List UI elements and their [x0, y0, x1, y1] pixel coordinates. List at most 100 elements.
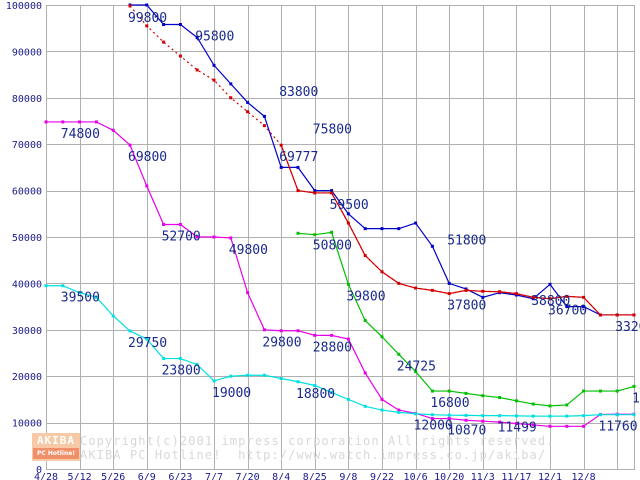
series-marker-blue [195, 35, 199, 39]
data-value-label: 51800 [447, 234, 486, 249]
series-marker-blue [229, 82, 233, 86]
series-marker-red [548, 297, 552, 301]
series-marker-red [598, 313, 602, 317]
data-value-label: 83800 [279, 85, 318, 100]
series-marker-blue [565, 305, 569, 309]
data-value-label: 29800 [262, 336, 301, 351]
series-marker-magenta [78, 120, 82, 124]
data-value-label: 16800 [430, 396, 469, 411]
series-marker-green [548, 404, 552, 408]
series-marker-red [514, 292, 518, 296]
series-marker-red [279, 143, 283, 147]
x-tick-label: 12/1 [538, 472, 562, 480]
series-marker-cyan [565, 414, 569, 418]
series-marker-blue [279, 165, 283, 169]
series-marker-cyan [44, 284, 48, 288]
series-marker-magenta [195, 235, 199, 239]
x-axis-tick-labels: 4/28 5/12 5/26 6/9 6/23 7/7 7/20 8/4 8/25 9/8 9/22… [34, 472, 596, 480]
data-value-label: 99800 [128, 11, 167, 26]
series-marker-green [346, 282, 350, 286]
series-marker-red [178, 54, 182, 58]
series-marker-magenta [246, 291, 250, 295]
akiba-pc-hotline-logo: AKIBA PC Hotline! [32, 433, 80, 461]
series-marker-magenta [380, 397, 384, 401]
series-marker-cyan [514, 414, 518, 418]
series-marker-magenta [498, 420, 502, 424]
data-value-label: 23800 [162, 364, 201, 379]
series-marker-magenta [94, 120, 98, 124]
series-marker-blue [246, 100, 250, 104]
series-marker-cyan [414, 412, 418, 416]
data-value-label: 50800 [313, 238, 352, 253]
series-marker-cyan [430, 413, 434, 417]
y-tick-label: 30000 [12, 326, 42, 337]
data-value-label: 11760 [598, 419, 637, 434]
y-tick-label: 20000 [12, 372, 42, 383]
series-marker-cyan [313, 383, 317, 387]
series-marker-green [313, 233, 317, 237]
series-marker-magenta [296, 329, 300, 333]
data-value-label: 38800 [531, 294, 570, 309]
series-line-red-solid [280, 145, 634, 316]
series-marker-green [397, 352, 401, 356]
x-tick-label: 7/7 [205, 472, 223, 480]
series-marker-red [363, 254, 367, 258]
data-value-label: 24725 [397, 359, 436, 374]
series-marker-red [145, 24, 149, 28]
x-tick-label: 6/23 [168, 472, 192, 480]
copyright-watermark-line-1: Copyright(c)2001 impress corporation All… [80, 434, 555, 448]
series-marker-green [380, 335, 384, 339]
data-value-label: 19000 [212, 386, 251, 401]
series-marker-cyan [296, 380, 300, 384]
series-marker-magenta [464, 418, 468, 422]
series-marker-cyan [145, 337, 149, 341]
series-marker-magenta [565, 424, 569, 428]
series-marker-cyan [162, 357, 166, 361]
series-marker-red [128, 4, 132, 8]
series-marker-magenta [430, 417, 434, 421]
y-tick-label: 90000 [12, 47, 42, 58]
series-marker-green [481, 394, 485, 398]
data-value-label: 28800 [313, 340, 352, 355]
x-tick-label: 4/28 [34, 472, 58, 480]
series-marker-cyan [582, 414, 586, 418]
series-marker-magenta [531, 423, 535, 427]
series-marker-green [632, 384, 636, 388]
series-marker-red [531, 295, 535, 299]
data-value-label: 75800 [313, 122, 352, 137]
y-tick-label: 80000 [12, 94, 42, 105]
data-value-label: 10870 [447, 424, 486, 439]
series-marker-blue [313, 189, 317, 193]
series-marker-green [414, 370, 418, 374]
series-marker-red [330, 191, 334, 195]
series-marker-red [430, 288, 434, 292]
series-marker-magenta [128, 143, 132, 147]
series-marker-magenta [363, 371, 367, 375]
y-tick-label: 100000 [6, 1, 42, 12]
series-marker-magenta [346, 337, 350, 341]
series-marker-red [498, 290, 502, 294]
series-marker-blue [481, 295, 485, 299]
data-series-group [44, 3, 636, 428]
x-tick-label: 8/4 [272, 472, 290, 480]
x-tick-label: 10/6 [404, 472, 428, 480]
data-value-label: 37800 [447, 299, 486, 314]
data-value-label: 39500 [61, 291, 100, 306]
series-marker-cyan [615, 413, 619, 417]
series-marker-red [565, 294, 569, 298]
series-marker-green [514, 399, 518, 403]
series-marker-red [481, 289, 485, 293]
series-marker-cyan [229, 374, 233, 378]
series-marker-red [346, 221, 350, 225]
series-marker-green [363, 319, 367, 323]
x-tick-label: 12/8 [572, 472, 596, 480]
series-marker-blue [447, 281, 451, 285]
series-marker-blue [346, 212, 350, 216]
series-marker-magenta [212, 235, 216, 239]
series-marker-blue [296, 165, 300, 169]
series-marker-magenta [178, 222, 182, 226]
series-marker-red [195, 68, 199, 72]
series-marker-red [229, 96, 233, 100]
series-marker-cyan [481, 414, 485, 418]
series-marker-red [632, 313, 636, 317]
